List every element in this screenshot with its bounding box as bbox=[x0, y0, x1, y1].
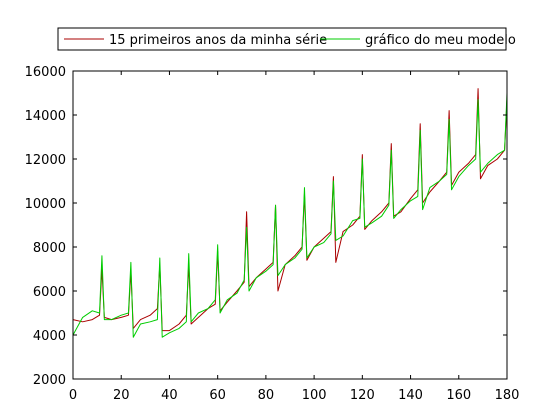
x-tick-label: 60 bbox=[209, 388, 226, 403]
y-tick-label: 4000 bbox=[33, 329, 66, 344]
y-tick-label: 12000 bbox=[25, 153, 66, 168]
y-tick-label: 2000 bbox=[33, 373, 66, 388]
x-tick-label: 140 bbox=[398, 388, 423, 403]
x-tick-label: 160 bbox=[446, 388, 471, 403]
series-layer bbox=[72, 88, 508, 338]
x-tick-label: 120 bbox=[350, 388, 375, 403]
legend-label-series-2: gráfico do meu modelo bbox=[365, 33, 516, 48]
x-tick-label: 20 bbox=[113, 388, 130, 403]
y-tick-label: 16000 bbox=[25, 65, 66, 80]
x-tick-label: 40 bbox=[161, 388, 178, 403]
legend-label-series-1: 15 primeiros anos da minha série bbox=[109, 33, 327, 48]
plot-area bbox=[73, 71, 507, 379]
x-tick-label: 0 bbox=[69, 388, 77, 403]
y-tick-label: 6000 bbox=[33, 285, 66, 300]
axes-layer: 0 20 40 60 80 100 120 140 160 180 2000 4000 6000 8000… bbox=[25, 65, 520, 403]
y-tick-label: 8000 bbox=[33, 241, 66, 256]
legend: 15 primeiros anos da minha série gráfico… bbox=[57, 27, 516, 51]
x-tick-label: 100 bbox=[302, 388, 327, 403]
x-tick-label: 180 bbox=[495, 388, 520, 403]
series-line-2 bbox=[72, 92, 508, 338]
plot-frame bbox=[72, 70, 508, 380]
y-tick-label: 10000 bbox=[25, 197, 66, 212]
series-line-1 bbox=[72, 88, 508, 332]
x-tick-label: 80 bbox=[258, 388, 275, 403]
legend-box bbox=[57, 27, 507, 51]
y-tick-label: 14000 bbox=[25, 109, 66, 124]
